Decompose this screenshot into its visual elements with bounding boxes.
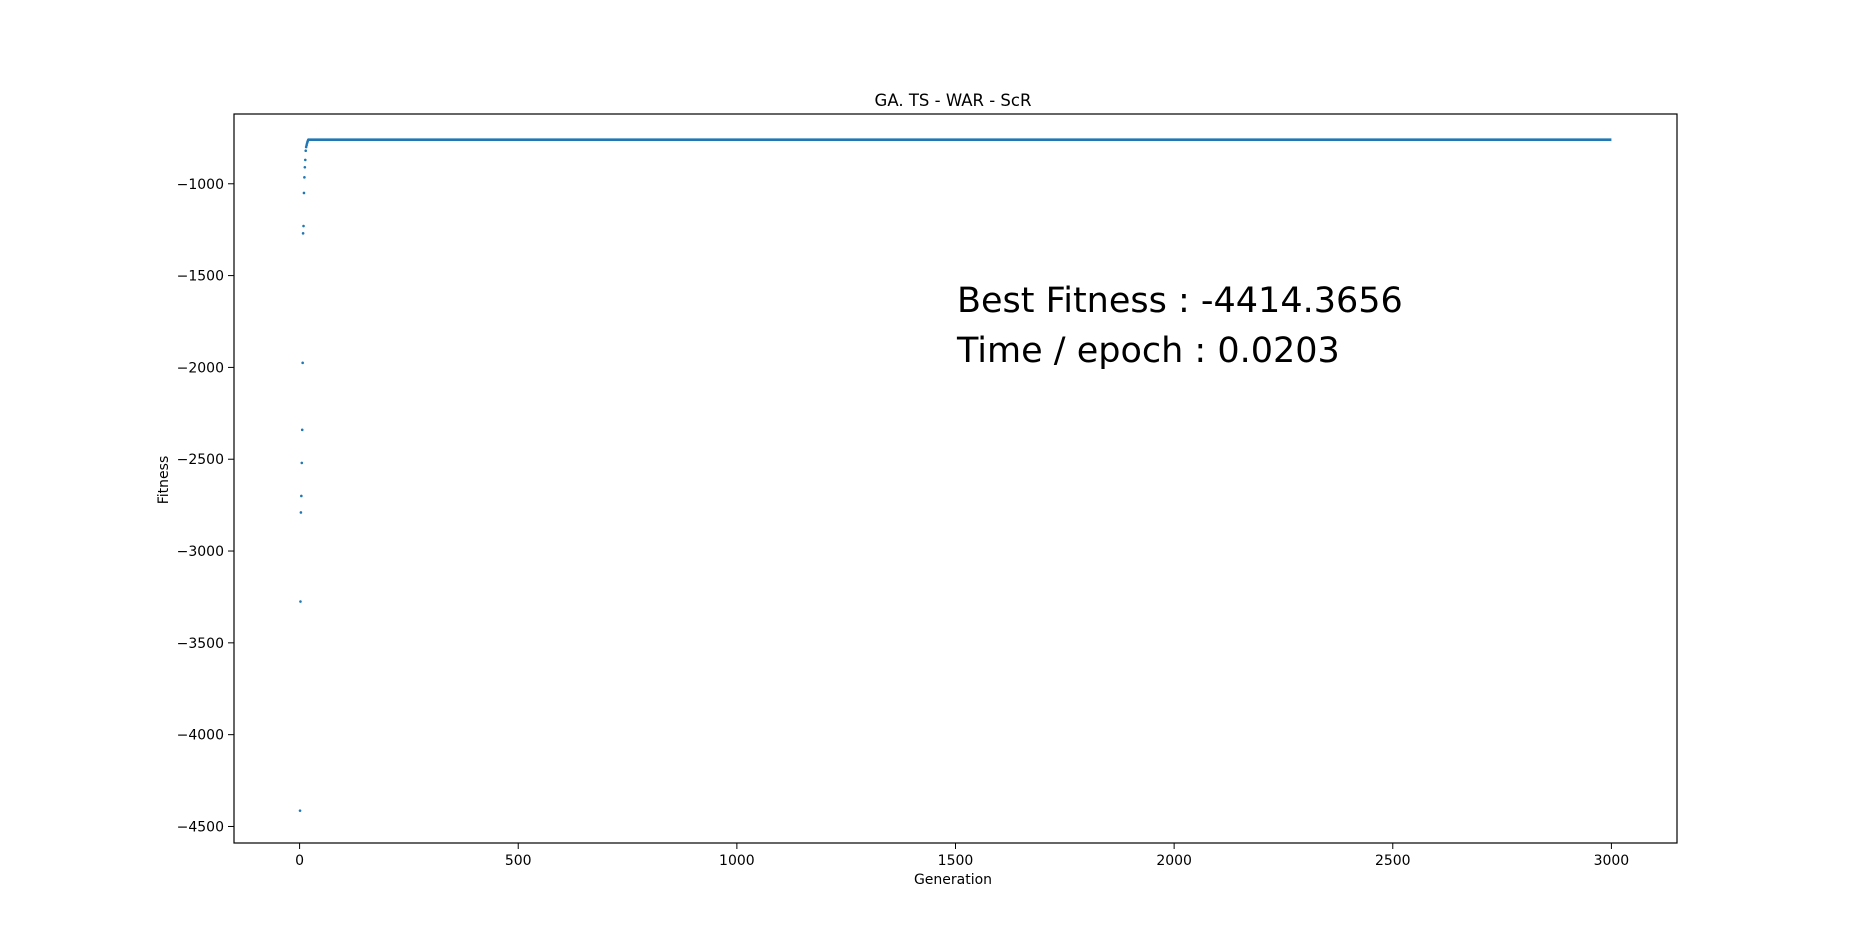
- x-axis-label: Generation: [914, 872, 992, 888]
- data-point: [304, 149, 308, 153]
- data-point: [303, 176, 306, 179]
- x-tick-label: 3000: [1594, 853, 1630, 869]
- x-tick-label: 1000: [719, 853, 755, 869]
- data-point: [301, 232, 305, 235]
- x-tick-label: 0: [295, 853, 304, 869]
- x-tick-label: 2000: [1156, 853, 1192, 869]
- data-point: [299, 600, 302, 603]
- plot-frame: [233, 113, 1678, 844]
- y-tick-label: −3000: [177, 544, 224, 560]
- y-tick-label: −2500: [177, 452, 224, 468]
- x-axis-ticks: 0 500 1000 1500 2000 2500 3000: [295, 843, 1629, 869]
- y-axis-ticks: −1000 −1500 −2000 −2500 −3000 −3500 −4000 −4500: [177, 177, 234, 835]
- data-point: [303, 165, 307, 169]
- y-tick-label: −2000: [177, 360, 224, 376]
- best-fitness-annotation: Best Fitness : -4414.3656: [957, 281, 1403, 321]
- x-tick-label: 1500: [938, 853, 974, 869]
- data-point: [303, 158, 307, 162]
- x-tick-label: 500: [505, 853, 532, 869]
- time-per-epoch-annotation: Time / epoch : 0.0203: [956, 331, 1340, 371]
- data-point: [302, 224, 305, 228]
- y-tick-label: −1000: [177, 177, 224, 193]
- plot-area: [233, 113, 1678, 844]
- y-axis-label: Fitness: [156, 456, 172, 505]
- y-tick-label: −4500: [177, 819, 224, 835]
- y-tick-label: −3500: [177, 636, 224, 652]
- data-series: [298, 138, 1612, 812]
- data-point: [299, 511, 303, 514]
- data-point: [300, 461, 304, 465]
- data-point: [300, 428, 304, 432]
- data-point: [298, 809, 302, 812]
- data-point: [301, 361, 304, 365]
- data-point: [302, 191, 306, 195]
- y-tick-label: −4000: [177, 728, 224, 744]
- chart-title: GA. TS - WAR - ScR: [875, 91, 1032, 110]
- x-tick-label: 2500: [1375, 853, 1411, 869]
- data-point: [300, 494, 303, 498]
- y-tick-label: −1500: [177, 269, 224, 285]
